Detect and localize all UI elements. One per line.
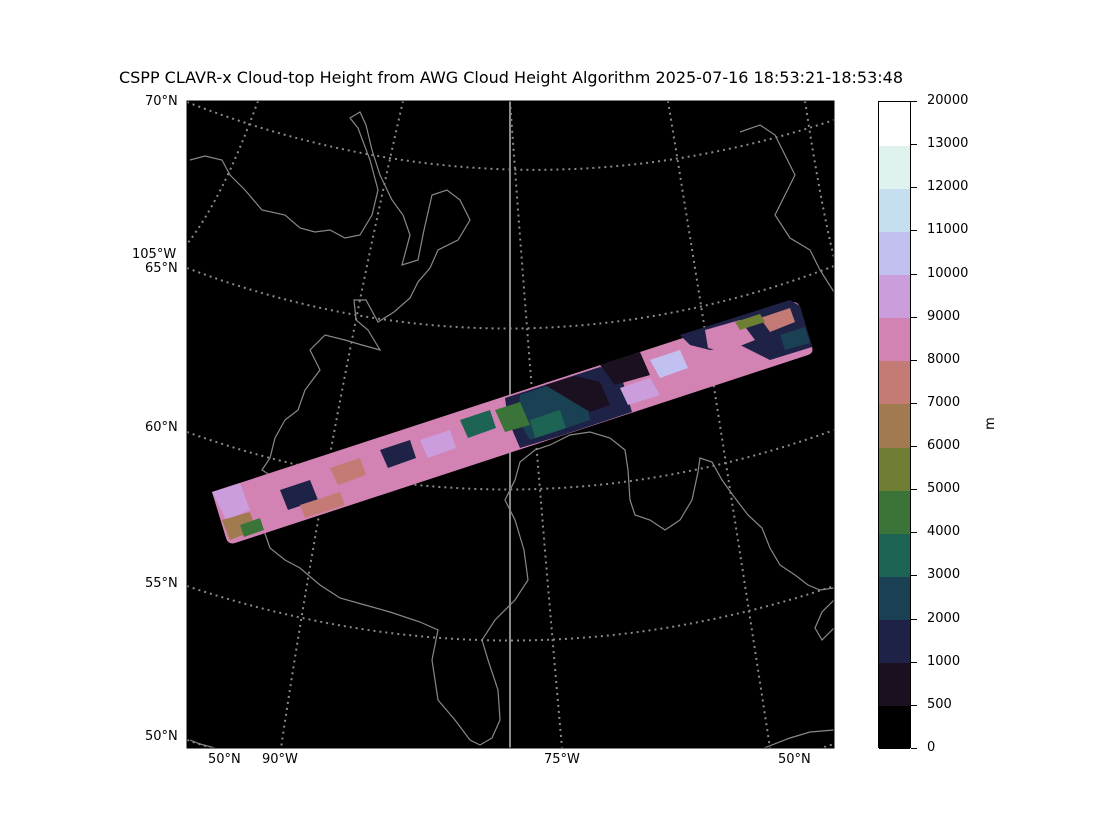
colorbar-tick-label: 11000 [927,222,969,238]
colorbar-segment [879,533,910,577]
colorbar-segment [879,705,910,750]
colorbar-tick [911,532,917,534]
colorbar-tick [911,748,917,749]
colorbar-segment [879,403,910,448]
colorbar-tick [911,273,917,275]
colorbar-tick [911,618,917,620]
colorbar-unit-label: m [982,417,998,430]
colorbar-segment [879,274,910,319]
colorbar-segment [879,360,910,405]
colorbar-tick-label: 12000 [927,179,969,195]
colorbar-tick-label: 13000 [927,136,969,152]
colorbar-tick [911,101,917,102]
colorbar-tick-label: 5000 [927,481,961,497]
colorbar-tick-label: 9000 [927,308,961,324]
colorbar-tick [911,187,917,189]
figure-title: CSPP CLAVR-x Cloud-top Height from AWG C… [118,68,904,87]
bottom-label-50n-left: 50°N [208,752,241,767]
colorbar-tick [911,661,917,663]
colorbar-tick-label: 6000 [927,438,961,454]
bottom-label-75w: 75°W [544,752,580,767]
colorbar-segment [879,576,910,621]
colorbar-segment [879,145,910,189]
lat-label-55n: 55°N [145,576,178,591]
colorbar-tick-label: 8000 [927,351,961,367]
colorbar-tick [911,402,917,404]
colorbar-segment [879,490,910,534]
bottom-label-90w: 90°W [262,752,298,767]
colorbar-tick [911,230,917,232]
colorbar-segment [879,619,910,664]
colorbar-segment [879,102,910,146]
colorbar-tick [911,446,917,448]
lat-label-65n: 65°N [145,261,178,276]
colorbar-tick-label: 500 [927,696,952,712]
colorbar-segment [879,188,910,232]
colorbar-tick [911,704,917,706]
colorbar [878,101,911,750]
colorbar-tick-label: 0 [927,740,936,755]
colorbar-segment [879,662,910,707]
cloud-swath [212,300,813,544]
colorbar-tick [911,359,917,361]
colorbar-tick-label: 7000 [927,394,961,410]
colorbar-segment [879,317,910,362]
map-frame [186,100,835,749]
colorbar-tick-label: 20000 [927,93,969,108]
lat-label-50n: 50°N [145,729,178,744]
colorbar-segment [879,231,910,276]
colorbar-tick-label: 2000 [927,610,961,626]
colorbar-tick-label: 4000 [927,524,961,540]
colorbar-tick [911,489,917,491]
lon-label-105w: 105°W [132,247,177,262]
colorbar-tick [911,575,917,577]
colorbar-segment [879,447,910,491]
colorbar-tick-label: 1000 [927,653,961,669]
lat-label-70n: 70°N [145,94,178,109]
colorbar-tick-label: 3000 [927,567,961,583]
colorbar-tick [911,144,917,146]
bottom-label-50n-right: 50°N [778,752,811,767]
colorbar-tick [911,316,917,318]
colorbar-tick-label: 10000 [927,265,969,281]
lat-label-60n: 60°N [145,420,178,435]
